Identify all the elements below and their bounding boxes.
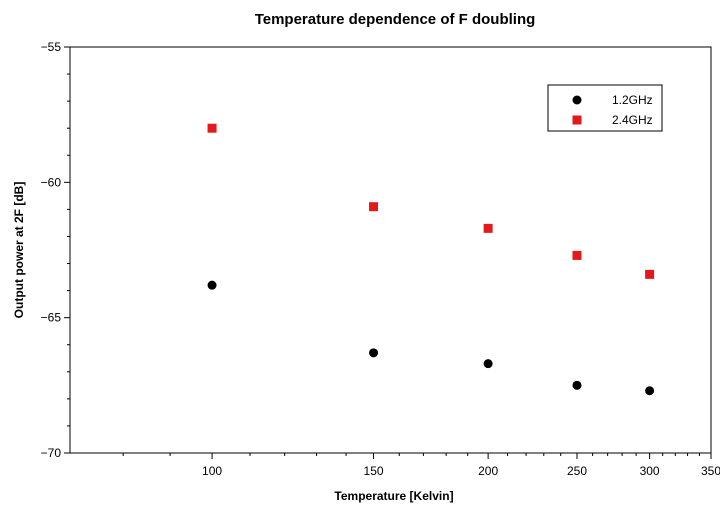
x-axis: 100 150 200 250 300 350 bbox=[122, 453, 720, 478]
legend-marker-1-2ghz bbox=[572, 95, 582, 105]
data-point-2-4ghz bbox=[369, 202, 379, 212]
y-tick-label: −70 bbox=[41, 446, 62, 460]
legend-label: 2.4GHz bbox=[612, 113, 653, 127]
legend-label: 1.2GHz bbox=[612, 93, 653, 107]
y-tick-label: −65 bbox=[41, 311, 62, 325]
legend: 1.2GHz 2.4GHz bbox=[547, 84, 663, 132]
x-tick-label: 350 bbox=[701, 464, 720, 478]
legend-items: 1.2GHz 2.4GHz bbox=[572, 93, 653, 127]
legend-marker-2-4ghz bbox=[572, 115, 582, 125]
data-point-2-4ghz bbox=[207, 123, 217, 133]
x-tick-label: 250 bbox=[567, 464, 587, 478]
data-point-1-2ghz bbox=[645, 386, 655, 396]
x-axis-label: Temperature [Kelvin] bbox=[334, 489, 453, 503]
x-tick-label: 200 bbox=[478, 464, 498, 478]
x-tick-label: 300 bbox=[640, 464, 660, 478]
y-tick-label: −55 bbox=[41, 40, 62, 54]
data-point-1-2ghz bbox=[207, 280, 217, 290]
chart-title: Temperature dependence of F doubling bbox=[255, 11, 536, 28]
data-point-2-4ghz bbox=[645, 269, 655, 279]
x-tick-label: 150 bbox=[364, 464, 384, 478]
data-point-2-4ghz bbox=[572, 250, 582, 260]
data-points bbox=[207, 123, 655, 396]
legend-box bbox=[547, 84, 663, 132]
data-point-1-2ghz bbox=[483, 359, 493, 369]
data-point-1-2ghz bbox=[369, 348, 379, 358]
y-axis-label: Output power at 2F [dB] bbox=[12, 182, 26, 319]
y-tick-label: −60 bbox=[41, 175, 62, 189]
y-axis: −55 −60 −65 −70 bbox=[41, 40, 70, 460]
data-point-1-2ghz bbox=[572, 380, 582, 390]
data-point-2-4ghz bbox=[483, 223, 493, 233]
plot-frame bbox=[69, 46, 712, 454]
x-tick-label: 100 bbox=[202, 464, 222, 478]
